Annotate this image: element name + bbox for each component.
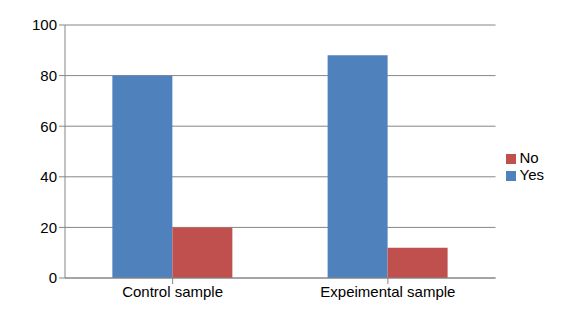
svg-text:80: 80: [40, 67, 57, 84]
svg-text:Expeimental sample: Expeimental sample: [320, 283, 455, 300]
svg-text:0: 0: [49, 269, 57, 286]
svg-text:40: 40: [40, 168, 57, 185]
svg-text:Control sample: Control sample: [122, 283, 223, 300]
svg-text:60: 60: [40, 118, 57, 135]
svg-text:100: 100: [32, 16, 57, 33]
html-text:No: No: [519, 148, 539, 166]
svg-text:20: 20: [40, 219, 57, 236]
html-text:Yes: Yes: [519, 165, 544, 183]
